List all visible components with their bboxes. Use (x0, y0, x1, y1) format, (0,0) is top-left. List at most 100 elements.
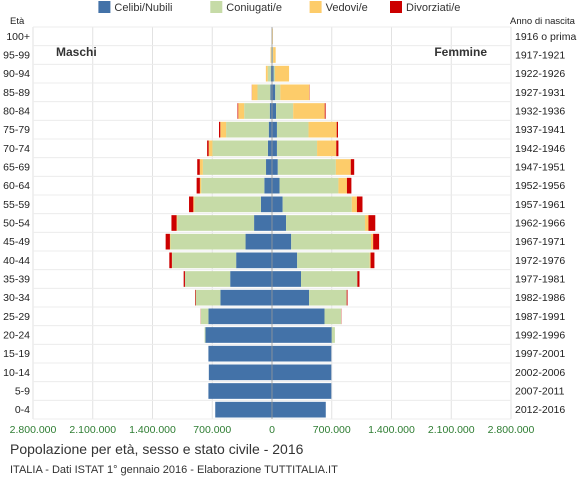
bar-male-divorziati-e (195, 289, 196, 306)
age-group-label: 60-64 (3, 180, 30, 192)
chart-subtitle: ITALIA - Dati ISTAT 1° gennaio 2016 - El… (10, 464, 338, 476)
age-group-label: 50-54 (3, 218, 30, 230)
bar-male-celibi-nubili (270, 84, 272, 101)
bar-male-vedovi-e (208, 140, 213, 157)
legend-swatch (390, 1, 402, 13)
bar-male-coniugati-e (195, 289, 221, 306)
bar-female-divorziati-e (346, 289, 348, 306)
right-header: Anno di nascita (510, 16, 576, 27)
bar-female-celibi-nubili (272, 364, 332, 381)
age-group-label: 70-74 (3, 143, 30, 155)
birth-year-label: 1997-2001 (515, 348, 565, 360)
bar-female-celibi-nubili (272, 308, 325, 325)
birth-year-label: 2012-2016 (515, 404, 565, 416)
legend-swatch (210, 1, 223, 13)
bar-male-celibi-nubili (245, 233, 272, 250)
birth-year-label: 1942-1946 (515, 143, 565, 155)
age-group-label: 30-34 (3, 292, 30, 304)
birth-year-labels: 1916 o prima 1917-1921 1922-1926 1927-1931 1… (515, 31, 576, 416)
bar-female-celibi-nubili (272, 215, 287, 231)
age-group-label: 10-14 (3, 367, 30, 379)
age-group-label: 40-44 (3, 255, 30, 267)
x-tick-label: 2.100.000 (428, 424, 475, 436)
bar-female-vedovi-e (308, 121, 337, 138)
bar-male-celibi-nubili (208, 308, 272, 325)
bar-female-coniugati-e (301, 271, 358, 287)
bar-male-divorziati-e (197, 159, 200, 175)
bar-female-divorziati-e (324, 103, 326, 119)
bar-female-vedovi-e (274, 65, 290, 82)
bar-male-coniugati-e (172, 252, 237, 269)
bar-female-vedovi-e (273, 47, 276, 63)
bar-female-vedovi-e (280, 84, 310, 101)
bar-female-divorziati-e (356, 196, 363, 213)
bar-male-divorziati-e (171, 215, 177, 231)
bar-female-celibi-nubili (272, 345, 332, 362)
bar-female-vedovi-e (293, 103, 325, 119)
legend-swatch (98, 1, 111, 13)
age-group-label: 15-19 (3, 348, 30, 360)
birth-year-label: 1916 o prima (515, 31, 576, 43)
bar-male-vedovi-e (265, 65, 268, 82)
bar-female-coniugati-e (275, 84, 281, 101)
birth-year-label: 1932-1936 (515, 106, 565, 118)
age-group-label: 35-39 (3, 274, 30, 286)
x-tick-label: 700.000 (193, 424, 231, 436)
bar-female-vedovi-e (369, 252, 371, 269)
legend-swatch (309, 1, 322, 13)
age-group-label: 45-49 (3, 236, 30, 248)
age-group-label: 55-59 (3, 199, 30, 211)
bar-male-coniugati-e (194, 196, 261, 213)
bar-male-coniugati-e (267, 65, 271, 82)
bar-female-divorziati-e (350, 159, 355, 175)
bar-female-celibi-nubili (272, 177, 280, 194)
age-group-label: 100+ (6, 31, 30, 43)
birth-year-label: 1917-1921 (515, 50, 565, 62)
birth-year-label: 1992-1996 (515, 330, 565, 342)
bar-female-celibi-nubili (272, 233, 292, 250)
birth-year-label: 1972-1976 (515, 255, 565, 267)
bar-female-celibi-nubili (272, 159, 278, 175)
age-group-label: 90-94 (3, 68, 30, 80)
bar-female-divorziati-e (368, 215, 376, 231)
bar-male-divorziati-e (189, 196, 194, 213)
bar-male-coniugati-e (204, 327, 206, 343)
bar-female-celibi-nubili (272, 271, 302, 287)
bar-male-divorziati-e (196, 177, 200, 194)
bars (165, 27, 380, 419)
legend-label: Vedovi/e (326, 2, 368, 14)
bar-female-celibi-nubili (272, 196, 283, 213)
bar-male-coniugati-e (201, 177, 265, 194)
bar-female-celibi-nubili (272, 327, 332, 343)
bar-male-vedovi-e (220, 121, 227, 138)
age-group-label: 0-4 (15, 404, 30, 416)
bar-male-divorziati-e (183, 271, 185, 287)
bar-male-divorziati-e (207, 140, 209, 157)
x-tick-label: 1.400.000 (368, 424, 415, 436)
bar-female-divorziati-e (336, 121, 338, 138)
bar-male-coniugati-e (244, 103, 270, 119)
bar-male-vedovi-e (193, 196, 195, 213)
bar-female-divorziati-e (357, 271, 360, 287)
birth-year-label: 1982-1986 (515, 292, 565, 304)
bar-male-celibi-nubili (208, 364, 272, 381)
bar-female-coniugati-e (279, 177, 339, 194)
bar-female-divorziati-e (373, 233, 380, 250)
bar-female-coniugati-e (297, 252, 370, 269)
bar-female-vedovi-e (371, 233, 374, 250)
bar-male-coniugati-e (184, 271, 231, 287)
bar-male-celibi-nubili (208, 345, 272, 362)
bar-male-coniugati-e (177, 215, 255, 231)
legend-label: Divorziati/e (406, 2, 460, 14)
females-label: Femmine (434, 45, 487, 59)
bar-female-celibi-nubili (272, 383, 332, 399)
bar-female-vedovi-e (338, 177, 347, 194)
chart-title: Popolazione per età, sesso e stato civil… (10, 441, 304, 457)
bar-female-celibi-nubili (272, 84, 276, 101)
bar-male-vedovi-e (252, 84, 258, 101)
bar-female-coniugati-e (309, 289, 347, 306)
legend-label: Celibi/Nubili (114, 2, 172, 14)
bar-female-divorziati-e (346, 177, 352, 194)
birth-year-label: 1922-1926 (515, 68, 565, 80)
bar-male-divorziati-e (237, 103, 239, 119)
